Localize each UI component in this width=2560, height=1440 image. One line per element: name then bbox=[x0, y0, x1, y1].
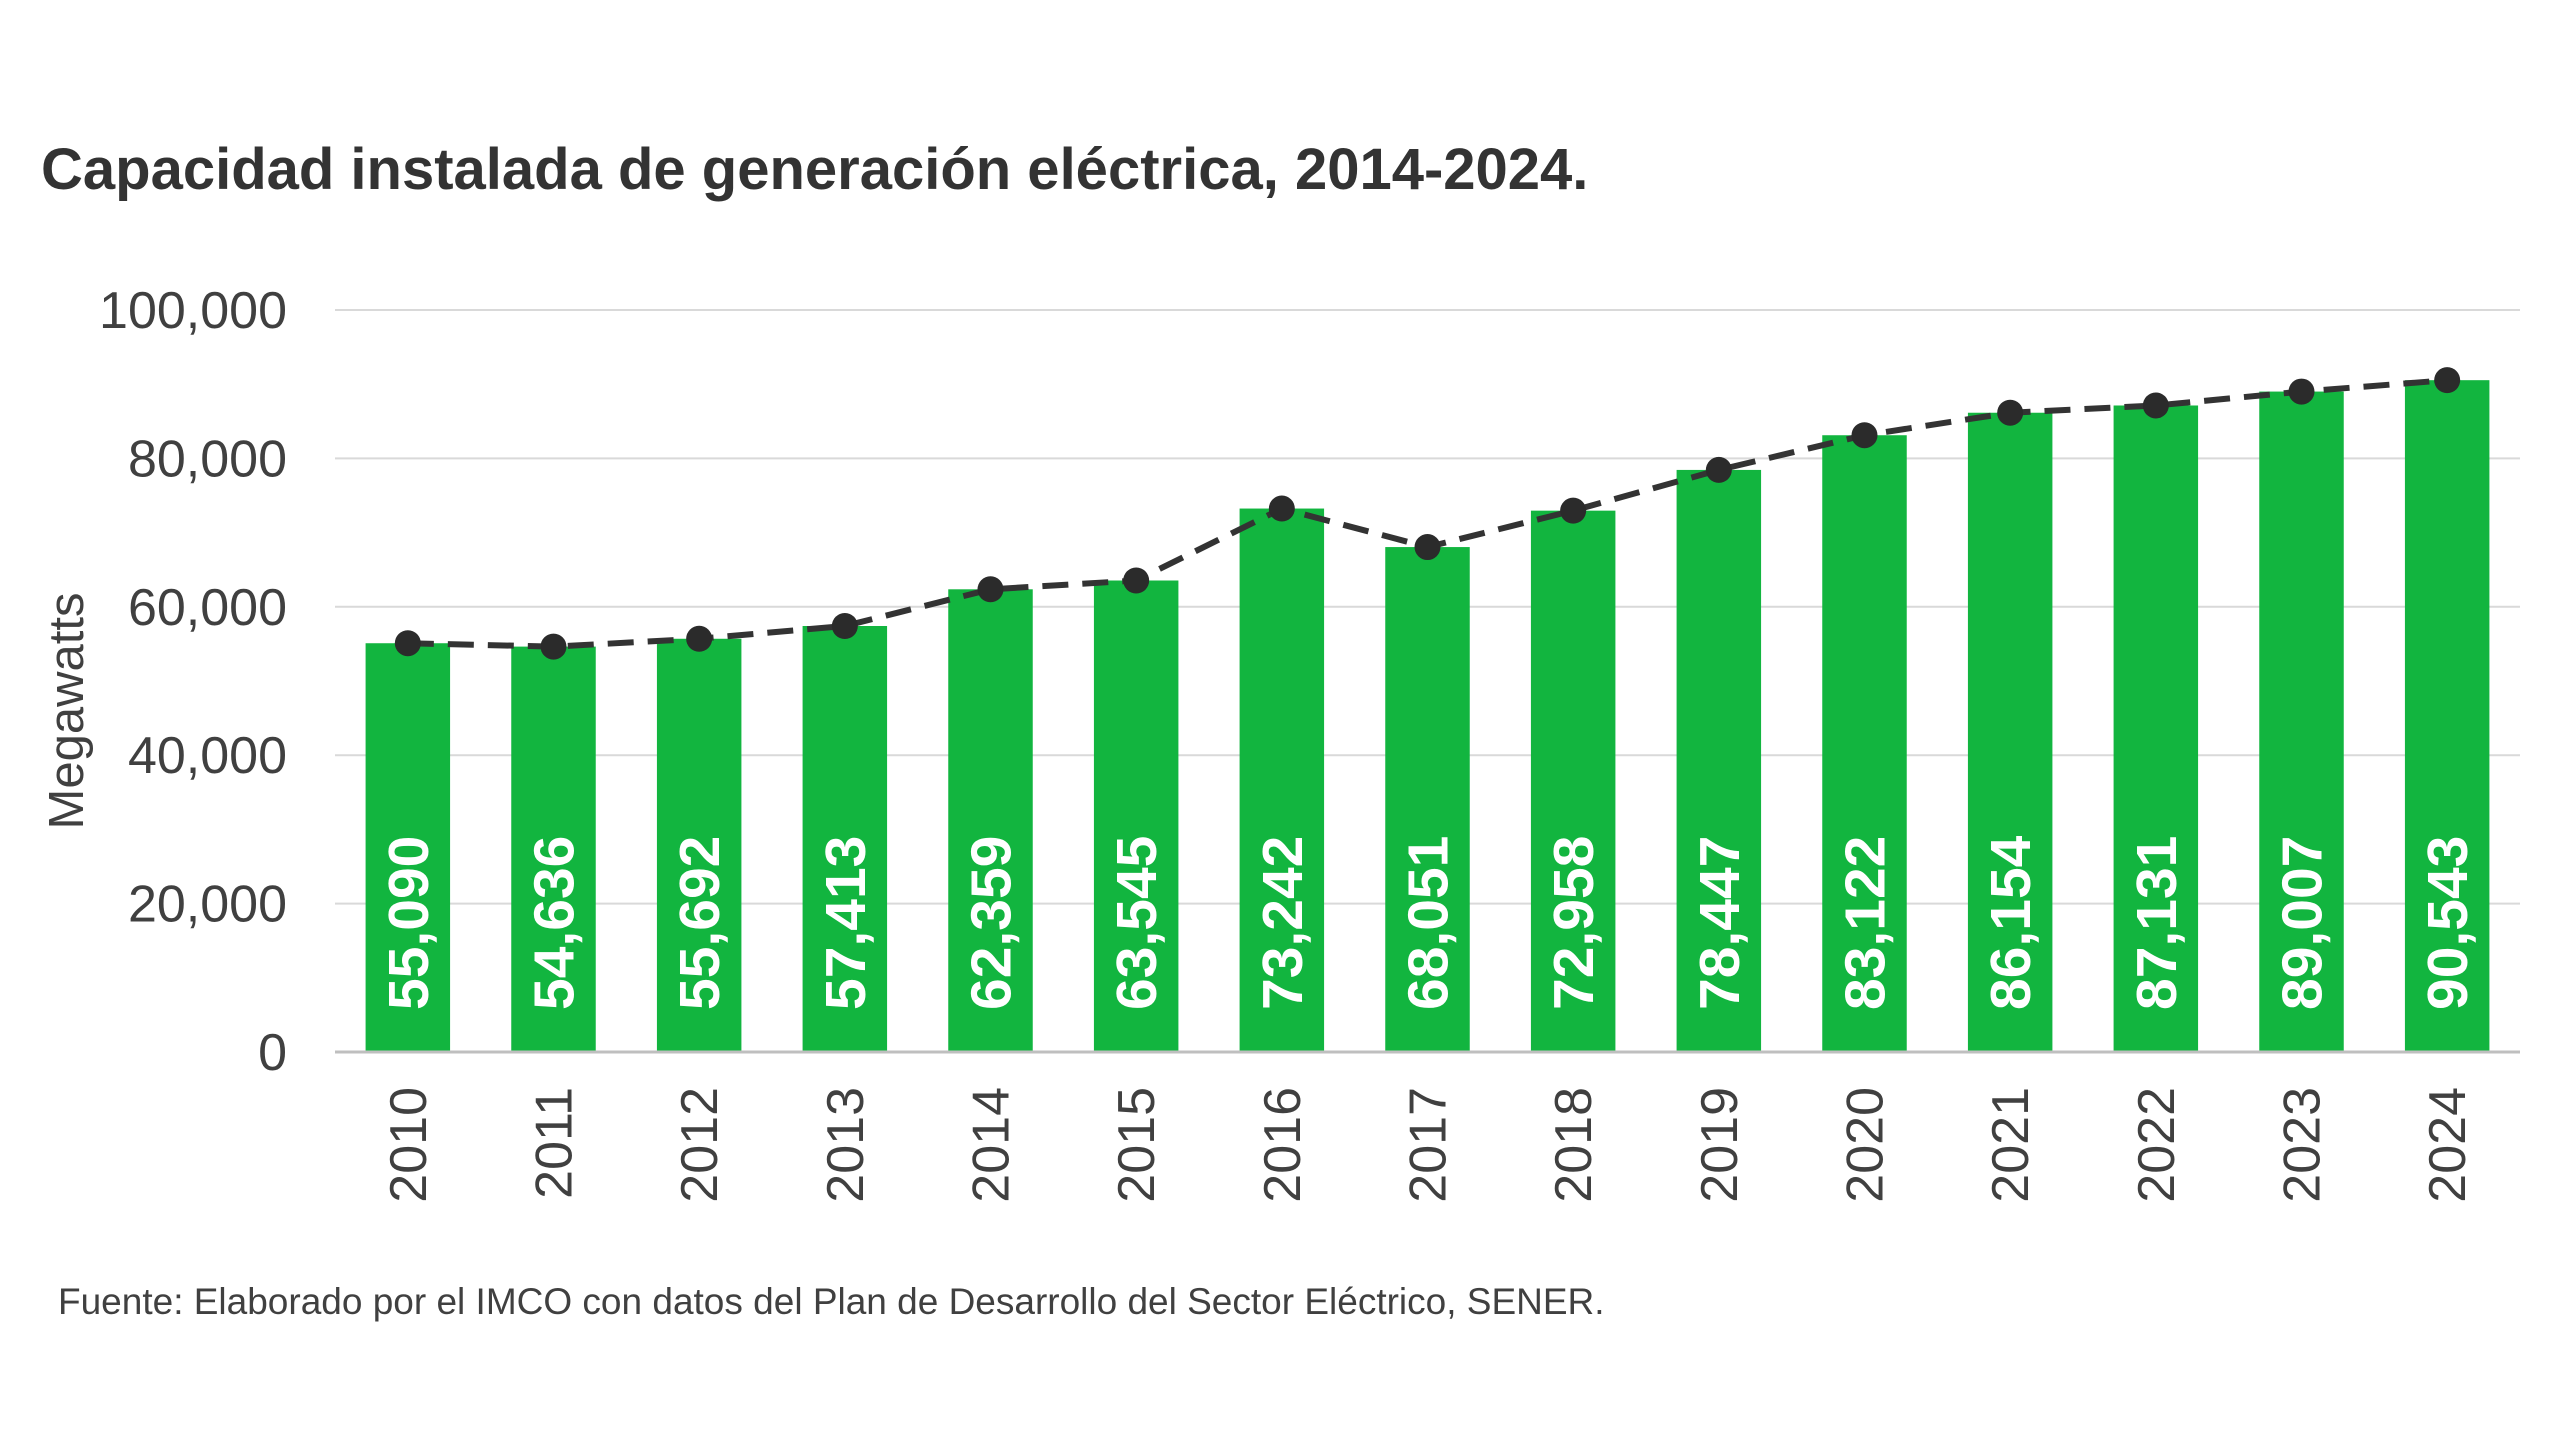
y-tick-label: 40,000 bbox=[128, 727, 287, 785]
bar-value-label: 57,413 bbox=[814, 836, 878, 1010]
bar-2018 bbox=[1530, 510, 1616, 1053]
bar-value-label: 89,007 bbox=[2271, 836, 2335, 1010]
x-tick-label: 2015 bbox=[1108, 1087, 1166, 1203]
bar-value-label: 87,131 bbox=[2125, 836, 2189, 1010]
x-tick-label: 2023 bbox=[2274, 1087, 2332, 1203]
trend-marker-2010 bbox=[394, 630, 421, 657]
x-tick-label: 2021 bbox=[1982, 1087, 2040, 1203]
trend-marker-2022 bbox=[2142, 392, 2169, 419]
x-tick-label: 2019 bbox=[1691, 1087, 1749, 1203]
y-tick-label: 60,000 bbox=[128, 579, 287, 637]
x-tick-label: 2018 bbox=[1545, 1087, 1603, 1203]
bar-value-label: 55,090 bbox=[377, 836, 441, 1010]
bar-2011 bbox=[511, 646, 596, 1052]
bar-2021 bbox=[1967, 412, 2053, 1053]
trend-marker-2019 bbox=[1705, 456, 1732, 483]
bar-value-label: 83,122 bbox=[1834, 836, 1898, 1010]
trend-marker-2014 bbox=[977, 576, 1004, 603]
bar-value-label: 72,958 bbox=[1542, 836, 1606, 1010]
bar-value-label: 55,692 bbox=[668, 836, 732, 1010]
bar-value-label: 78,447 bbox=[1688, 836, 1752, 1010]
bar-2015 bbox=[1093, 580, 1179, 1052]
trend-marker-2020 bbox=[1851, 422, 1878, 449]
bar-2012 bbox=[656, 638, 742, 1052]
y-tick-label: 0 bbox=[258, 1024, 287, 1082]
bar-2013 bbox=[802, 625, 888, 1052]
y-tick-label: 20,000 bbox=[128, 876, 287, 934]
x-tick-label: 2014 bbox=[963, 1087, 1021, 1203]
y-axis-title: Megawatts bbox=[40, 593, 94, 830]
x-tick-label: 2011 bbox=[526, 1087, 584, 1199]
x-tick-label: 2012 bbox=[671, 1087, 729, 1203]
x-tick-label: 2016 bbox=[1254, 1087, 1312, 1203]
bar-2017 bbox=[1385, 547, 1470, 1052]
y-tick-label: 100,000 bbox=[99, 282, 287, 340]
y-tick-label: 80,000 bbox=[128, 430, 287, 488]
x-tick-label: 2013 bbox=[817, 1087, 875, 1203]
trend-marker-2017 bbox=[1414, 534, 1441, 561]
bar-2020 bbox=[1822, 435, 1907, 1053]
x-tick-label: 2017 bbox=[1400, 1087, 1458, 1203]
bar-value-label: 63,545 bbox=[1105, 836, 1169, 1010]
trend-marker-2024 bbox=[2434, 367, 2461, 394]
bar-value-label: 73,242 bbox=[1251, 836, 1315, 1010]
trend-marker-2012 bbox=[686, 625, 713, 652]
trend-marker-2021 bbox=[1997, 399, 2024, 426]
bar-2010 bbox=[365, 643, 451, 1052]
chart-title: Capacidad instalada de generación eléctr… bbox=[41, 137, 1589, 202]
bar-2014 bbox=[948, 589, 1033, 1052]
trend-marker-2015 bbox=[1123, 567, 1150, 594]
chart-source-note: Fuente: Elaborado por el IMCO con datos … bbox=[58, 1281, 1605, 1322]
trend-marker-2023 bbox=[2288, 378, 2315, 405]
bar-value-label: 54,636 bbox=[523, 836, 587, 1010]
trend-marker-2016 bbox=[1268, 495, 1295, 522]
trend-marker-2013 bbox=[831, 612, 858, 639]
trend-marker-2011 bbox=[540, 633, 567, 660]
bar-value-label: 86,154 bbox=[1979, 835, 2043, 1010]
x-tick-label: 2010 bbox=[380, 1087, 438, 1203]
trend-marker-2018 bbox=[1560, 497, 1587, 524]
bar-2016 bbox=[1239, 508, 1325, 1052]
x-tick-label: 2020 bbox=[1837, 1087, 1895, 1203]
bar-2024 bbox=[2404, 380, 2490, 1053]
bar-value-label: 68,051 bbox=[1397, 836, 1461, 1010]
bar-2019 bbox=[1676, 469, 1762, 1053]
x-tick-label: 2022 bbox=[2128, 1087, 2186, 1203]
x-tick-label: 2024 bbox=[2419, 1087, 2477, 1203]
bar-value-label: 90,543 bbox=[2416, 836, 2480, 1010]
bar-2022 bbox=[2113, 405, 2199, 1052]
bar-2023 bbox=[2259, 391, 2344, 1052]
bar-value-label: 62,359 bbox=[960, 836, 1024, 1010]
